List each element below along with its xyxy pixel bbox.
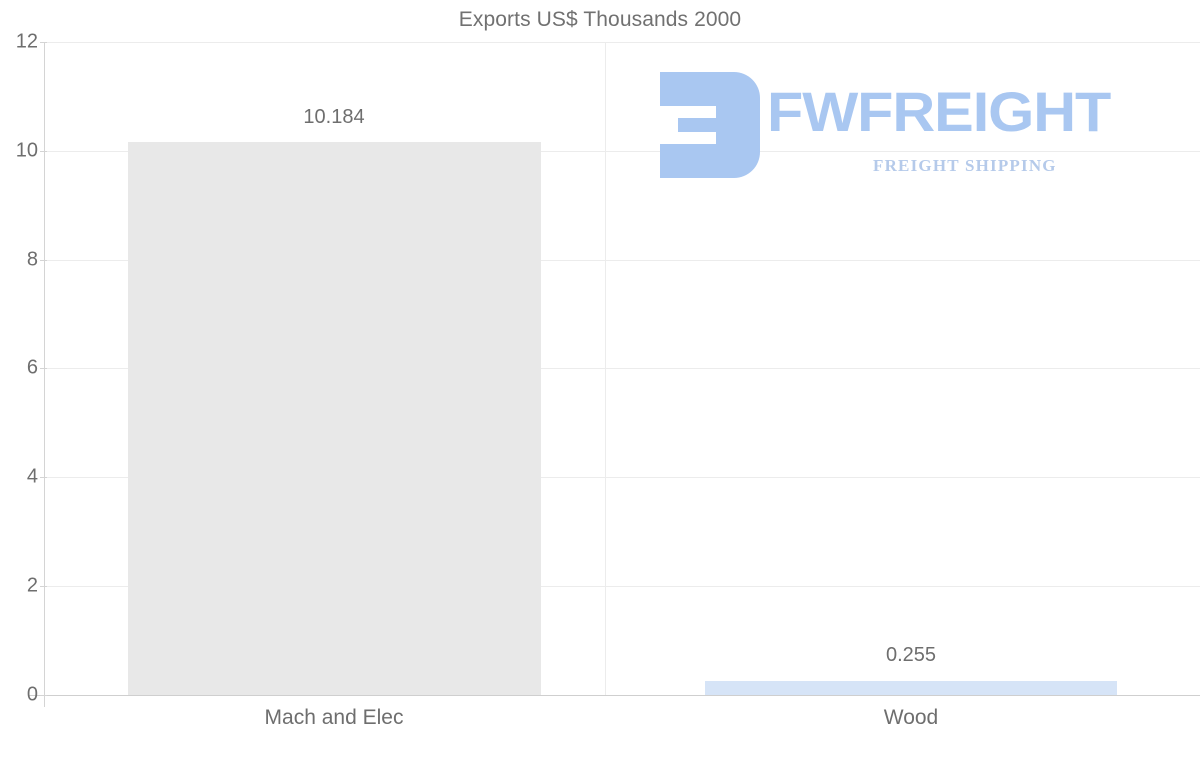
x-axis-line bbox=[28, 695, 1200, 696]
y-axis-tick-labels: 12 10 8 6 4 2 0 bbox=[0, 0, 38, 763]
y-axis-line bbox=[44, 42, 45, 707]
gridline-6 bbox=[44, 368, 1200, 369]
gridline-8 bbox=[44, 260, 1200, 261]
gridline-12 bbox=[44, 42, 1200, 43]
bar-wood[interactable] bbox=[705, 681, 1117, 695]
bar-value-label-mach-and-elec: 10.184 bbox=[303, 106, 365, 128]
chart-title: Exports US$ Thousands 2000 bbox=[458, 8, 742, 31]
y-tick-label-6: 6 bbox=[26, 356, 38, 379]
y-tick-label-8: 8 bbox=[26, 248, 38, 271]
y-tick-label-2: 2 bbox=[26, 574, 38, 597]
y-tick-mark-10 bbox=[40, 151, 47, 152]
y-tick-label-4: 4 bbox=[26, 465, 38, 488]
y-tick-mark-6 bbox=[40, 368, 47, 369]
y-tick-mark-2 bbox=[40, 586, 47, 587]
gridline-10 bbox=[44, 151, 1200, 152]
category-divider-gridline bbox=[605, 42, 606, 695]
x-category-label-wood: Wood bbox=[883, 706, 939, 729]
gridline-2 bbox=[44, 586, 1200, 587]
y-tick-label-0: 0 bbox=[26, 683, 38, 706]
y-tick-mark-0 bbox=[40, 695, 47, 696]
x-category-label-mach-and-elec: Mach and Elec bbox=[264, 706, 404, 729]
y-tick-mark-4 bbox=[40, 477, 47, 478]
bar-mach-and-elec[interactable] bbox=[128, 142, 541, 695]
y-tick-label-10: 10 bbox=[15, 139, 38, 162]
gridline-4 bbox=[44, 477, 1200, 478]
bar-value-label-wood: 0.255 bbox=[885, 644, 937, 666]
y-tick-mark-12 bbox=[40, 42, 47, 43]
y-tick-label-12: 12 bbox=[15, 30, 38, 53]
y-tick-mark-8 bbox=[40, 260, 47, 261]
